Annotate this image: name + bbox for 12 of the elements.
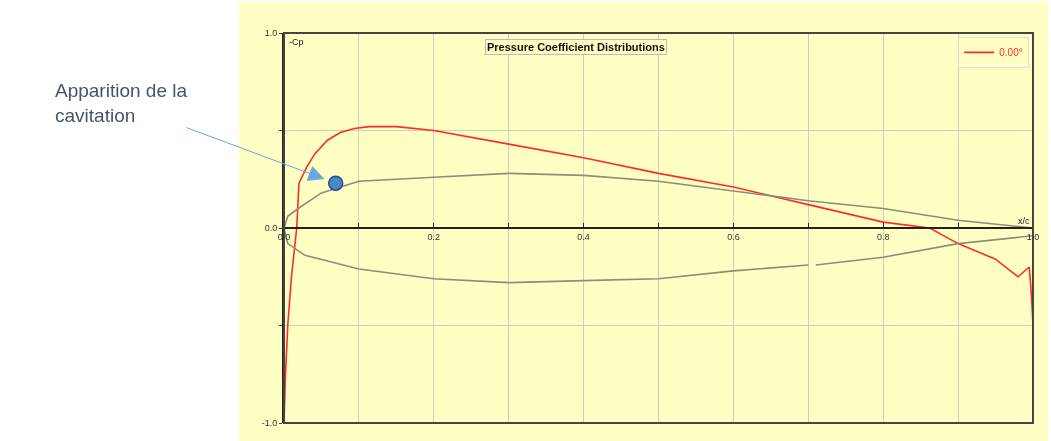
legend-label: 0.00°	[999, 47, 1023, 59]
y-tick-label: 1.0	[264, 28, 278, 39]
text: Pressure Coefficient Distributions	[487, 41, 665, 53]
y-tick-label: 0.0	[264, 223, 278, 234]
x-tick-label: 0.2	[427, 231, 441, 242]
y-axis-title: -Cp	[289, 37, 304, 47]
annotation: Apparition de la cavitation	[55, 80, 188, 126]
x-tick-label: 0.6	[727, 231, 740, 242]
x-tick-label: 0.4	[577, 231, 590, 242]
x-tick-label: 0.8	[876, 231, 890, 242]
x-axis-title: x/c	[1018, 216, 1030, 226]
y-tick-label: -1.0	[261, 418, 278, 429]
